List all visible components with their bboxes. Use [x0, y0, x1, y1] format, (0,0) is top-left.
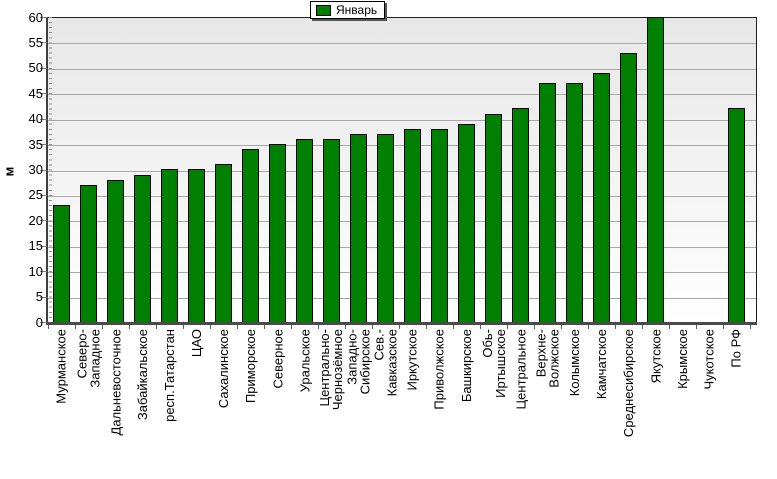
x-axis-tick — [750, 325, 751, 329]
x-axis-tick — [291, 325, 292, 329]
bar — [593, 73, 610, 322]
x-axis-tick — [183, 325, 184, 329]
y-axis-tick — [40, 93, 47, 95]
gridline — [48, 221, 756, 223]
bar — [647, 17, 664, 322]
y-axis-tick-label: 15 — [28, 238, 43, 254]
bar — [53, 205, 70, 322]
x-axis-tick — [48, 325, 49, 329]
x-axis-tick — [669, 325, 670, 329]
x-axis-tick — [426, 325, 427, 329]
y-axis-tick — [40, 67, 47, 69]
legend-swatch-icon — [316, 4, 331, 16]
x-axis-tick — [615, 325, 616, 329]
y-axis-tick — [40, 169, 47, 171]
x-axis-tick — [156, 325, 157, 329]
bar — [134, 175, 151, 322]
y-axis-tick-label: 40 — [28, 111, 43, 127]
y-axis-tick-label: 0 — [35, 314, 43, 330]
bar — [269, 144, 286, 322]
x-axis-tick — [642, 325, 643, 329]
x-axis-tick — [561, 325, 562, 329]
bar — [107, 180, 124, 322]
bar — [242, 149, 259, 322]
x-axis-tick — [75, 325, 76, 329]
y-axis-tick — [40, 271, 47, 273]
bar — [350, 134, 367, 322]
x-axis-tick — [453, 325, 454, 329]
y-axis-tick-label: 20 — [28, 212, 43, 228]
x-axis-tick — [723, 325, 724, 329]
y-axis-tick-label: 35 — [28, 136, 43, 152]
y-axis-tick-label: 30 — [28, 162, 43, 177]
y-axis-tick — [40, 322, 47, 323]
gridline — [48, 170, 756, 172]
bar — [431, 129, 448, 322]
x-axis-tick — [534, 325, 535, 329]
y-axis-tick — [40, 17, 47, 18]
x-axis-tick — [210, 325, 211, 329]
gridline — [48, 119, 756, 121]
x-axis-tick — [264, 325, 265, 329]
bar — [80, 185, 97, 322]
x-axis-tick — [102, 325, 103, 329]
bar — [566, 83, 583, 322]
gridline — [48, 68, 756, 70]
x-axis-tick — [372, 325, 373, 329]
bar — [188, 169, 205, 322]
y-axis-tick — [40, 194, 47, 196]
plot-area — [48, 17, 757, 322]
gridline — [48, 145, 756, 147]
bar — [404, 129, 421, 322]
y-axis-tick — [40, 296, 47, 298]
x-axis-tick — [507, 325, 508, 329]
x-axis-tick — [345, 325, 346, 329]
gridline — [48, 246, 756, 248]
x-axis-tick — [318, 325, 319, 329]
bar — [620, 53, 637, 322]
bar — [296, 139, 313, 322]
y-axis-tick — [40, 220, 47, 222]
x-axis-tick — [696, 325, 697, 329]
y-axis-tick — [40, 42, 47, 44]
gridline — [48, 94, 756, 96]
y-axis-tick-label: 5 — [35, 289, 43, 305]
legend: Январь — [310, 1, 386, 19]
y-axis-tick-label: 25 — [28, 187, 43, 203]
y-axis-tick-label: 45 — [28, 85, 43, 101]
y-axis-tick-label: 55 — [28, 34, 43, 50]
legend-label: Январь — [336, 3, 378, 17]
bar — [485, 114, 502, 322]
y-axis-tick — [40, 118, 47, 120]
bar — [458, 124, 475, 322]
x-axis-tick — [237, 325, 238, 329]
x-axis — [46, 322, 757, 325]
x-axis-tick — [480, 325, 481, 329]
bar — [728, 108, 745, 322]
x-axis-tick — [129, 325, 130, 329]
bar — [161, 169, 178, 322]
bar — [512, 108, 529, 322]
gridline — [48, 195, 756, 197]
bar — [215, 164, 232, 322]
y-axis-tick-label: 60 — [28, 9, 43, 25]
bar — [539, 83, 556, 322]
gridline — [48, 272, 756, 274]
y-axis-tick — [40, 245, 47, 247]
gridline — [48, 43, 756, 45]
x-axis-tick — [588, 325, 589, 329]
y-axis-tick-label: 50 — [28, 60, 43, 76]
x-axis-tick — [399, 325, 400, 329]
bar — [377, 134, 394, 322]
gridline — [48, 297, 756, 299]
y-axis-minor-ticks — [49, 17, 52, 322]
y-axis-tick — [40, 144, 47, 146]
y-axis-tick-label: 10 — [28, 263, 43, 279]
bar — [323, 139, 340, 322]
y-axis — [46, 17, 48, 325]
